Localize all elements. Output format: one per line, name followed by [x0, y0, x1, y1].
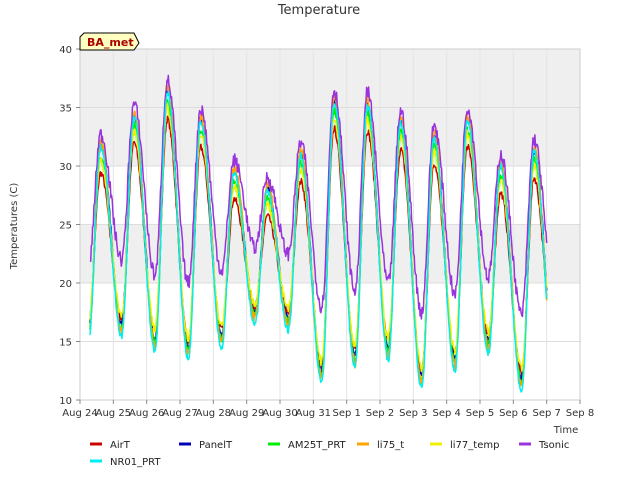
- x-tick-label: Sep 6: [499, 408, 527, 419]
- x-tick-label: Aug 24: [62, 408, 97, 419]
- y-tick-label: 30: [59, 162, 72, 173]
- x-tick-label: Sep 7: [532, 408, 560, 419]
- x-tick-label: Sep 3: [399, 408, 427, 419]
- series-lines: [89, 74, 548, 393]
- x-tick-label: Aug 28: [196, 408, 231, 419]
- legend-label: Tsonic: [538, 440, 569, 451]
- y-tick-label: 20: [59, 279, 72, 290]
- y-tick-label: 40: [59, 45, 72, 56]
- y-tick-label: 10: [59, 396, 72, 407]
- legend-label: AM25T_PRT: [288, 440, 347, 451]
- x-tick-label: Aug 27: [162, 408, 197, 419]
- background-band: [80, 49, 580, 108]
- y-tick-label: 15: [59, 338, 72, 349]
- x-tick-label: Sep 1: [332, 408, 360, 419]
- x-tick-label: Aug 31: [296, 408, 331, 419]
- y-axis-ticks: 10 15 20 25 30 35 40: [59, 45, 80, 407]
- x-tick-label: Aug 25: [96, 408, 131, 419]
- legend-label: NR01_PRT: [110, 457, 161, 468]
- badge-label: BA_met: [87, 36, 134, 49]
- x-tick-label: Sep 4: [432, 408, 460, 419]
- legend-label: li75_t: [377, 440, 404, 451]
- chart-title: Temperature: [277, 3, 360, 18]
- y-axis-title: Temperatures (C): [9, 183, 20, 271]
- legend: AirT PanelT AM25T_PRT li75_t li77_temp Tsonic…: [90, 440, 569, 468]
- legend-label: PanelT: [199, 440, 233, 451]
- x-tick-label: Aug 29: [229, 408, 264, 419]
- series-line-tsonic: [89, 74, 548, 320]
- series-line-nr01_prt: [89, 90, 548, 393]
- x-tick-label: Sep 2: [366, 408, 394, 419]
- y-tick-label: 35: [59, 104, 72, 115]
- x-tick-label: Sep 5: [466, 408, 494, 419]
- x-axis-title: Time: [553, 425, 578, 436]
- legend-label: li77_temp: [450, 440, 499, 451]
- x-tick-label: Aug 26: [129, 408, 164, 419]
- x-tick-label: Aug 30: [262, 408, 297, 419]
- ba-met-badge: BA_met: [79, 32, 140, 51]
- y-tick-label: 25: [59, 221, 72, 232]
- x-tick-label: Sep 8: [566, 408, 594, 419]
- legend-label: AirT: [110, 440, 131, 451]
